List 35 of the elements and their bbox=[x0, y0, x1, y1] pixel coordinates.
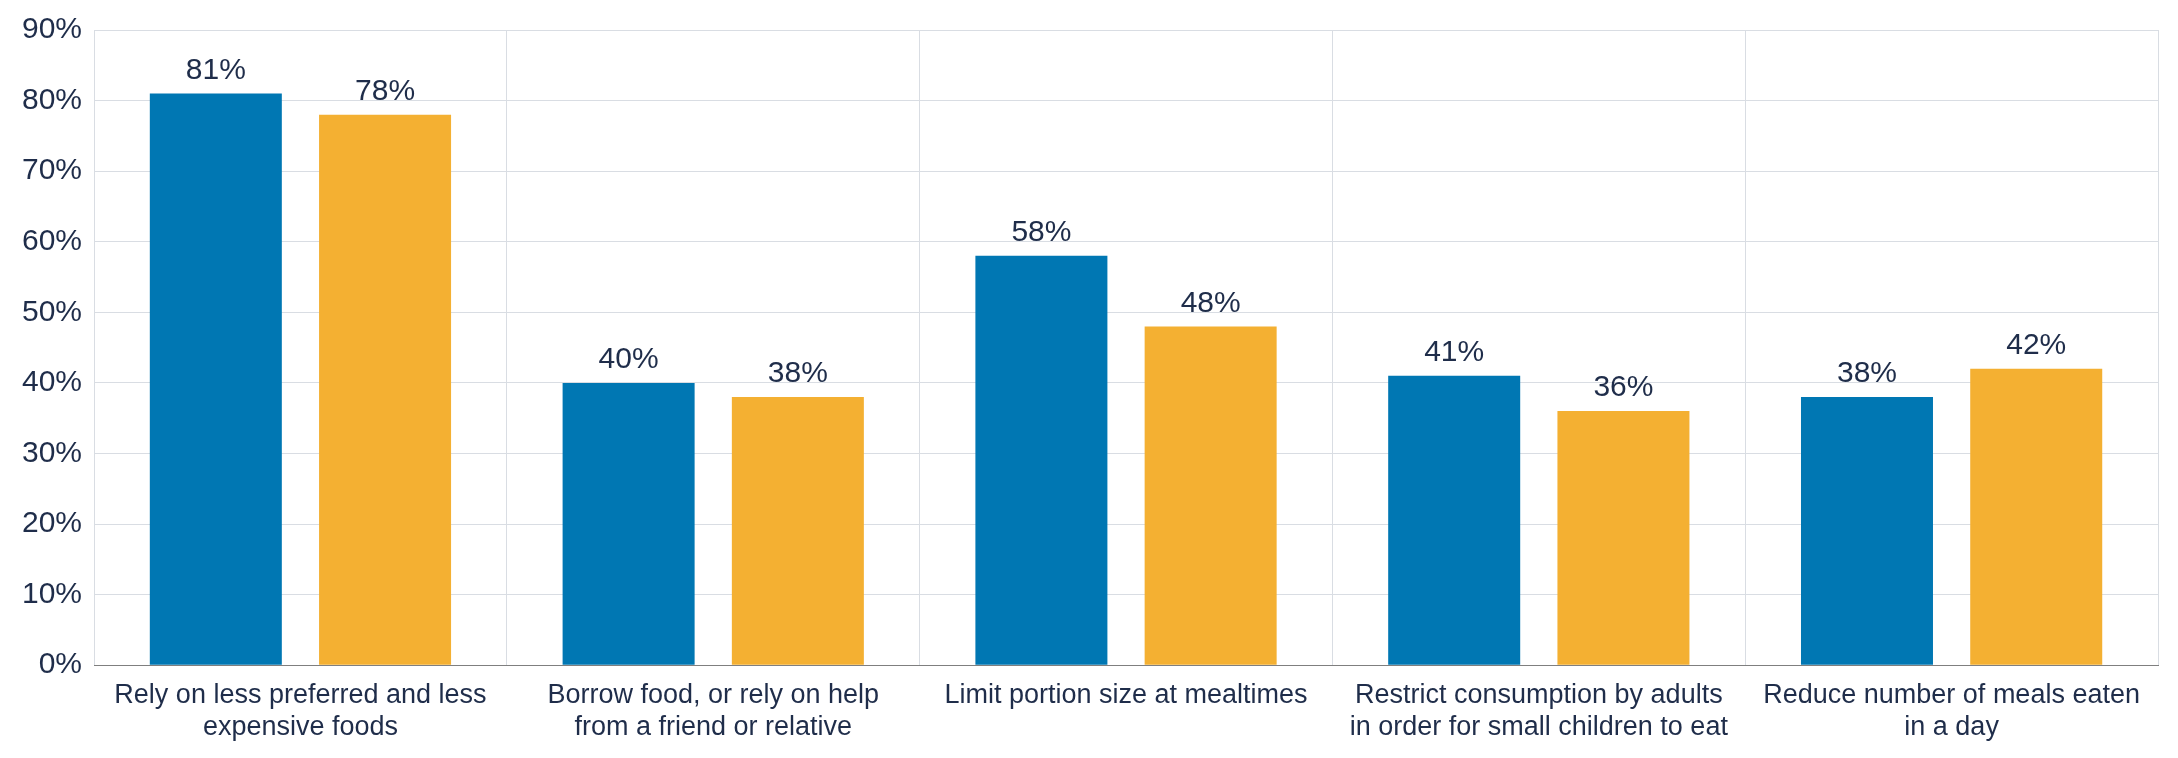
y-tick-label: 50% bbox=[22, 293, 83, 327]
bar bbox=[149, 93, 282, 665]
text: 42% bbox=[2006, 327, 2067, 361]
y-tick-label: 40% bbox=[22, 364, 83, 398]
x-tick-label: Reduce number of meals eaten in a day bbox=[1763, 678, 2140, 742]
y-tick-label: 60% bbox=[22, 223, 83, 256]
bar bbox=[1557, 411, 1690, 665]
y-tick-label: 10% bbox=[22, 575, 83, 609]
x-tick-label: Rely on less preferred and less expensive foods bbox=[114, 678, 487, 742]
text: 36% bbox=[1593, 369, 1654, 403]
text: 41% bbox=[1424, 334, 1485, 368]
bar bbox=[1800, 397, 1933, 665]
bar bbox=[975, 255, 1108, 665]
text: 40% bbox=[598, 341, 659, 375]
text: 48% bbox=[1180, 284, 1241, 318]
x-tick-label: Restrict consumption by adults in order for small children to eat bbox=[1349, 678, 1729, 742]
text: 81% bbox=[185, 51, 246, 85]
bar bbox=[731, 397, 864, 665]
x-tick-label: Limit portion size at mealtimes bbox=[944, 678, 1308, 709]
y-tick-label: 0% bbox=[38, 646, 83, 680]
y-tick-label: 70% bbox=[22, 152, 83, 186]
y-tick-label: 30% bbox=[22, 434, 83, 468]
y-tick-label: 80% bbox=[22, 81, 83, 115]
y-tick-label: 20% bbox=[22, 505, 83, 539]
y-tick-label: 90% bbox=[22, 11, 83, 45]
x-tick-label: Borrow food, or rely on help from a friend or relative bbox=[547, 678, 880, 742]
text: 78% bbox=[355, 72, 416, 106]
text: 38% bbox=[767, 355, 828, 389]
text: 58% bbox=[1011, 214, 1072, 248]
bar bbox=[319, 114, 452, 665]
bar bbox=[562, 382, 695, 665]
text: 38% bbox=[1836, 355, 1898, 389]
bar bbox=[1970, 368, 2103, 665]
bar bbox=[1144, 326, 1277, 665]
bar bbox=[1388, 375, 1521, 665]
